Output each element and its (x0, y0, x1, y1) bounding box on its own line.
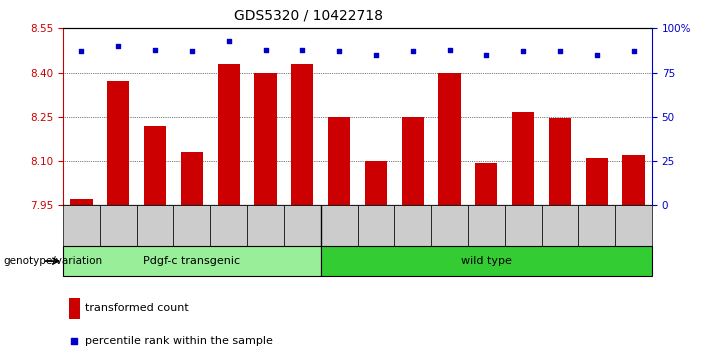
Point (370, 52, 381, 58)
Text: GDS5320 / 10422718: GDS5320 / 10422718 (234, 9, 383, 23)
Bar (320, 205, 358, 246)
Bar (402, 117, 423, 205)
Bar (549, 118, 571, 205)
Point (113, 43, 124, 49)
Point (76, 48, 87, 54)
Bar (512, 113, 534, 205)
Bar (505, 205, 541, 246)
Point (260, 47, 271, 52)
Bar (254, 73, 276, 205)
Point (481, 52, 492, 58)
Text: transformed count: transformed count (86, 303, 189, 313)
Point (334, 48, 345, 54)
Text: genotype/variation: genotype/variation (4, 256, 102, 266)
Point (628, 48, 639, 54)
Bar (69, 297, 80, 319)
Bar (210, 205, 247, 246)
Bar (615, 205, 652, 246)
Bar (291, 64, 313, 205)
Bar (328, 117, 350, 205)
Bar (284, 205, 320, 246)
Bar (63, 205, 100, 246)
Point (149, 47, 161, 52)
Text: wild type: wild type (461, 256, 512, 266)
Bar (475, 162, 497, 205)
Bar (320, 246, 652, 276)
Bar (438, 73, 461, 205)
Point (554, 48, 566, 54)
Bar (174, 205, 210, 246)
Bar (468, 205, 505, 246)
Text: percentile rank within the sample: percentile rank within the sample (86, 336, 273, 346)
Point (591, 52, 602, 58)
Bar (431, 205, 468, 246)
Bar (585, 158, 608, 205)
Point (454, 195, 465, 201)
Bar (144, 126, 166, 205)
Bar (217, 64, 240, 205)
Point (223, 38, 234, 44)
Bar (63, 246, 320, 276)
Bar (137, 205, 174, 246)
Point (517, 48, 529, 54)
Bar (394, 205, 431, 246)
Bar (247, 205, 284, 246)
Bar (100, 205, 137, 246)
Point (186, 48, 198, 54)
Text: Pdgf-c transgenic: Pdgf-c transgenic (143, 256, 240, 266)
Point (444, 47, 455, 52)
Bar (107, 81, 129, 205)
Bar (70, 199, 93, 205)
Bar (365, 161, 387, 205)
Bar (541, 205, 578, 246)
Bar (181, 152, 203, 205)
Bar (358, 205, 394, 246)
Point (407, 48, 418, 54)
Bar (578, 205, 615, 246)
Point (297, 47, 308, 52)
Bar (622, 155, 644, 205)
